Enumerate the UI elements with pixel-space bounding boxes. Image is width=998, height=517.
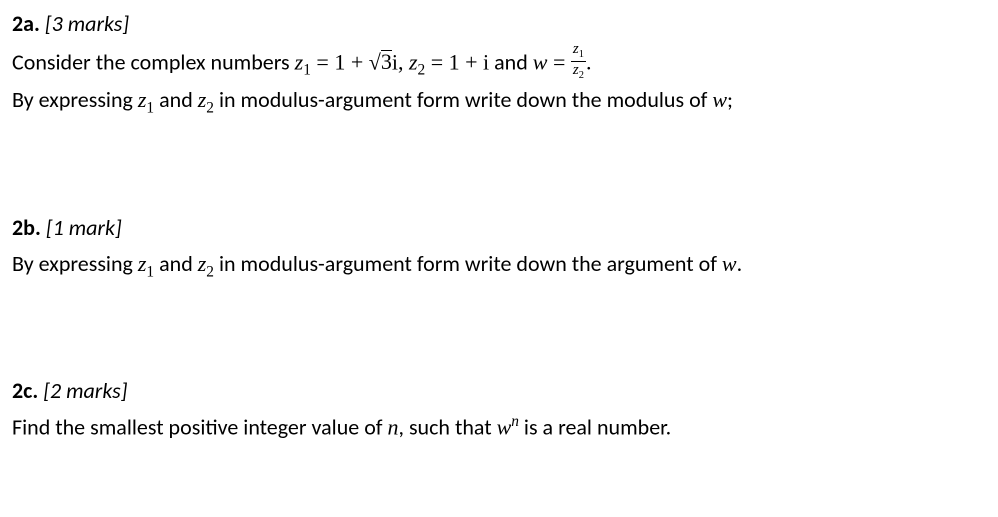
sqrt-symbol: √ xyxy=(369,49,381,74)
math-var-w: w xyxy=(497,414,512,439)
math-sub: 2 xyxy=(206,99,214,116)
text-segment: , such that xyxy=(398,413,496,440)
question-part-2b: 2b. [1 mark] By expressing z1 and z2 in … xyxy=(12,212,986,284)
question-part-2c: 2c. [2 marks] Find the smallest positive… xyxy=(12,375,986,443)
fraction-numerator: z1 xyxy=(571,42,586,63)
text-period: . xyxy=(586,48,592,75)
text-segment: By expressing xyxy=(12,250,138,277)
fraction-denominator: z2 xyxy=(571,62,586,82)
part-heading-2c: 2c. [2 marks] xyxy=(12,375,986,407)
text-segment: and xyxy=(154,86,198,113)
part-label: 2c. xyxy=(12,377,38,404)
math-eq: = xyxy=(547,49,570,74)
question-part-2a: 2a. [3 marks] Consider the complex numbe… xyxy=(12,8,986,120)
math-sub: 1 xyxy=(146,263,154,280)
math-var-z2: z xyxy=(198,251,207,276)
math-var-w: w xyxy=(533,49,548,74)
text-segment: is a real number. xyxy=(519,413,671,440)
part-heading-2a: 2a. [3 marks] xyxy=(12,8,986,40)
part-label: 2b. xyxy=(12,214,41,241)
math-sub: 1 xyxy=(146,99,154,116)
math-var-n: n xyxy=(387,414,398,439)
text-segment: By expressing xyxy=(12,86,138,113)
part-body-2c: Find the smallest positive integer value… xyxy=(12,411,986,443)
text-segment: and xyxy=(154,250,198,277)
math-var-z2: z xyxy=(409,49,418,74)
text-segment: and xyxy=(489,48,533,75)
sqrt-argument: 3 xyxy=(381,50,392,73)
text-segment: Consider the complex numbers xyxy=(12,48,295,75)
math-num: 1 + xyxy=(334,49,368,74)
math-var-z1: z xyxy=(295,49,304,74)
math-exponent: n xyxy=(511,413,519,430)
part-body-2a-line2: By expressing z1 and z2 in modulus-argum… xyxy=(12,84,986,120)
text-end: ; xyxy=(727,86,733,113)
text-segment: in modulus-argument form write down the … xyxy=(214,250,722,277)
part-body-2b: By expressing z1 and z2 in modulus-argum… xyxy=(12,248,986,284)
math-var-w: w xyxy=(712,87,727,112)
text-segment: in modulus-argument form write down the … xyxy=(214,86,712,113)
part-body-2a-line1: Consider the complex numbers z1 = 1 + √3… xyxy=(12,44,986,84)
math-sub: 2 xyxy=(206,263,214,280)
text-segment: Find the smallest positive integer value… xyxy=(12,413,387,440)
math-sub: 1 xyxy=(579,49,584,60)
math-eq: = xyxy=(311,49,334,74)
part-marks: [1 mark] xyxy=(46,214,122,241)
math-var-z2: z xyxy=(198,87,207,112)
part-marks: [3 marks] xyxy=(45,10,129,37)
math-expr: 1 + i xyxy=(449,49,490,74)
math-sub: 1 xyxy=(303,62,311,79)
math-var-w: w xyxy=(722,251,737,276)
part-marks: [2 marks] xyxy=(43,377,127,404)
text-end: . xyxy=(737,250,743,277)
math-sub: 2 xyxy=(579,70,584,81)
part-heading-2b: 2b. [1 mark] xyxy=(12,212,986,244)
fraction: z1z2 xyxy=(571,42,586,82)
math-comma: , xyxy=(398,49,409,74)
part-label: 2a. xyxy=(12,10,40,37)
math-eq: = xyxy=(425,49,448,74)
